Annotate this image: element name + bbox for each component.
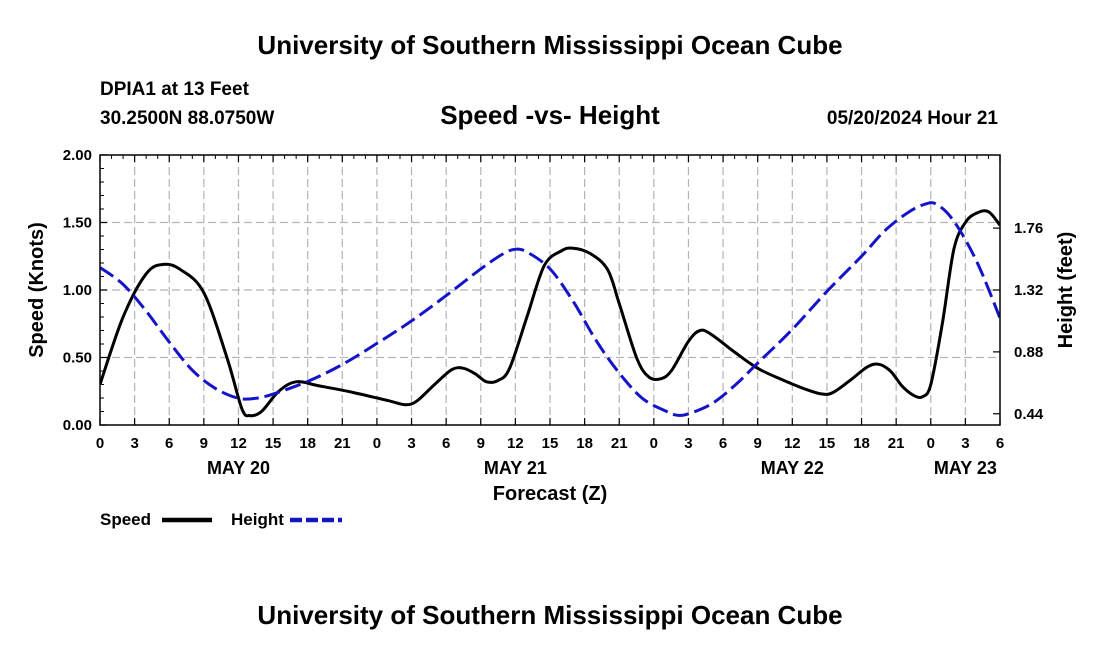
station-label: DPIA1 at 13 Feet xyxy=(100,79,250,100)
y-axis-label: Speed (Knots) xyxy=(26,222,48,358)
x-tick-label: 3 xyxy=(407,435,415,452)
legend-speed-label: Speed xyxy=(100,510,151,529)
height-series-line xyxy=(100,201,1000,417)
x-tick-label: 12 xyxy=(784,435,801,452)
x-axis-label: Forecast (Z) xyxy=(493,483,607,505)
x-tick-label: 3 xyxy=(130,435,138,452)
y-tick-label: 1.50 xyxy=(63,215,92,232)
speed-series-line xyxy=(100,209,1000,418)
legend-height-label: Height xyxy=(231,510,284,529)
x-tick-label: 18 xyxy=(299,435,316,452)
x-tick-label: 3 xyxy=(684,435,692,452)
forecast-datetime: 05/20/2024 Hour 21 xyxy=(827,108,999,129)
axis-ticks: 0 3 6 9 12 15 18 21 0 3 6 9 12 15 18 21 0 3 6 9 12 15 18 21 0 3 60… xyxy=(63,147,1044,478)
x-tick-label: 12 xyxy=(507,435,524,452)
x-tick-label: 15 xyxy=(819,435,836,452)
x-tick-label: 6 xyxy=(719,435,727,452)
x-tick-label: 6 xyxy=(442,435,450,452)
chart-title: Speed -vs- Height xyxy=(440,100,660,130)
date-label: MAY 20 xyxy=(207,458,270,478)
y2-axis-label: Height (feet) xyxy=(1055,232,1077,349)
station-coords: 30.2500N 88.0750W xyxy=(100,108,274,129)
x-tick-label: 12 xyxy=(230,435,247,452)
y2-tick-label: 1.32 xyxy=(1014,282,1043,299)
y2-tick-label: 0.88 xyxy=(1014,344,1043,361)
x-tick-label: 6 xyxy=(996,435,1004,452)
x-tick-label: 15 xyxy=(542,435,559,452)
legend: Speed Height xyxy=(100,510,342,529)
y-tick-label: 1.00 xyxy=(63,282,92,299)
x-tick-label: 3 xyxy=(961,435,969,452)
footer-title: University of Southern Mississippi Ocean… xyxy=(257,600,842,630)
y-tick-label: 0.00 xyxy=(63,417,92,434)
x-tick-label: 18 xyxy=(853,435,870,452)
x-tick-label: 18 xyxy=(576,435,593,452)
x-tick-label: 9 xyxy=(477,435,485,452)
y2-tick-label: 1.76 xyxy=(1014,220,1043,237)
x-tick-label: 6 xyxy=(165,435,173,452)
date-label: MAY 21 xyxy=(484,458,547,478)
y-tick-label: 2.00 xyxy=(63,147,92,164)
x-tick-label: 0 xyxy=(927,435,935,452)
y-tick-label: 0.50 xyxy=(63,350,92,367)
grid-lines xyxy=(100,155,1000,425)
x-tick-label: 9 xyxy=(200,435,208,452)
x-tick-label: 21 xyxy=(611,435,628,452)
x-tick-label: 21 xyxy=(334,435,351,452)
y2-tick-label: 0.44 xyxy=(1014,406,1044,423)
series-layer xyxy=(100,201,1000,418)
x-tick-label: 21 xyxy=(888,435,905,452)
x-tick-label: 0 xyxy=(650,435,658,452)
x-tick-label: 9 xyxy=(754,435,762,452)
x-tick-label: 15 xyxy=(265,435,282,452)
x-tick-label: 0 xyxy=(96,435,104,452)
x-tick-label: 0 xyxy=(373,435,381,452)
page-title: University of Southern Mississippi Ocean… xyxy=(257,30,842,60)
date-label: MAY 23 xyxy=(934,458,997,478)
date-label: MAY 22 xyxy=(761,458,824,478)
